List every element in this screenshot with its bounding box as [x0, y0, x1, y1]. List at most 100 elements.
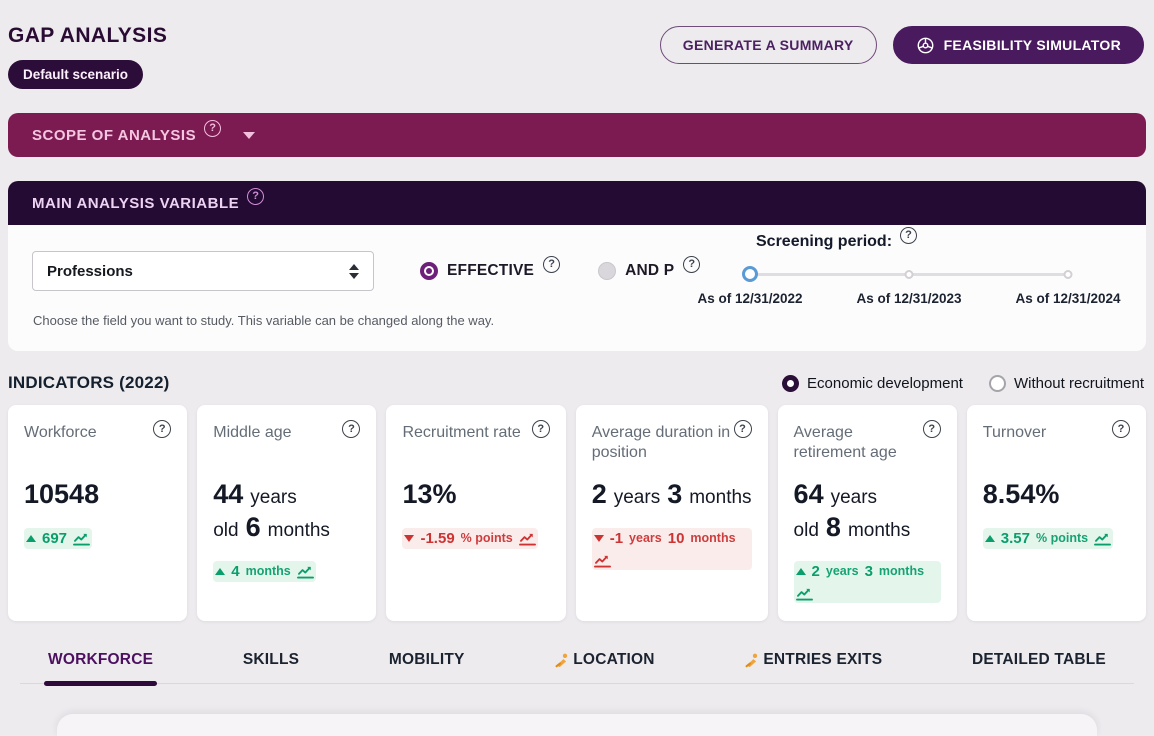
card-delta-part: 697 — [42, 529, 68, 547]
card-delta: -1.59 % points — [402, 527, 538, 549]
card-value: 13% — [402, 478, 549, 511]
indicator-card: Recruitment rate? 13% -1.59% points — [386, 405, 566, 621]
card-delta: 3.57 % points — [982, 527, 1114, 549]
card-delta-part: -1.59 — [420, 529, 455, 547]
indicator-cards: Workforce? 10548 697 Middle age? 44 years old… — [8, 405, 1147, 621]
card-value-part: months — [847, 519, 911, 541]
card-header: Middle age? — [213, 420, 361, 478]
card-delta-part: -1 — [609, 529, 624, 547]
top-actions: GENERATE A SUMMARY FEASIBILITY SIMULATOR — [659, 26, 1144, 64]
slider-stop[interactable] — [904, 270, 914, 279]
help-icon[interactable]: ? — [247, 187, 265, 205]
tab-label: LOCATION — [573, 651, 655, 668]
trend-chart-icon — [73, 531, 90, 546]
help-icon[interactable]: ? — [900, 226, 918, 244]
help-icon[interactable]: ? — [204, 119, 222, 137]
card-value-part: months — [267, 519, 330, 541]
trend-down-icon — [593, 534, 604, 542]
card-delta-part: months — [690, 531, 736, 546]
main-variable-header: MAIN ANALYSIS VARIABLE ? — [8, 181, 1146, 225]
title-block: GAP ANALYSIS Default scenario — [8, 24, 167, 89]
indicator-card: Turnover? 8.54% 3.57% points — [966, 405, 1147, 621]
card-value-part: 10548 — [24, 479, 100, 509]
feasibility-simulator-button[interactable]: FEASIBILITY SIMULATOR — [892, 26, 1144, 64]
help-icon[interactable]: ? — [153, 420, 172, 438]
radio-selected-icon — [420, 262, 438, 280]
page-title: GAP ANALYSIS — [8, 24, 168, 47]
help-icon[interactable]: ? — [543, 255, 561, 273]
tab-location[interactable]: LOCATION — [554, 651, 654, 683]
tab-skills[interactable]: SKILLS — [243, 651, 299, 683]
radio-unselected-icon — [598, 262, 617, 280]
help-icon[interactable]: ? — [531, 420, 550, 438]
card-value-part: 8.54% — [982, 479, 1060, 509]
card-delta-part: months — [878, 564, 925, 579]
radio-unselected-icon — [988, 374, 1006, 392]
screening-stop-label: As of 12/31/2022 — [697, 291, 803, 306]
tab-mobility[interactable]: MOBILITY — [389, 651, 465, 683]
mode-radio-without-recruitment[interactable]: Without recruitment — [988, 374, 1144, 392]
field-select[interactable]: Professions — [32, 251, 374, 291]
card-value-part: years — [613, 487, 661, 508]
card-header: Workforce? — [24, 420, 172, 478]
card-value-part: 13% — [402, 479, 457, 509]
main-variable-title: MAIN ANALYSIS VARIABLE — [32, 194, 240, 212]
variable-radio-label: AND P — [625, 262, 675, 279]
trend-up-icon — [795, 567, 806, 575]
tab-label: ENTRIES EXITS — [763, 651, 883, 668]
slider-thumb[interactable] — [742, 266, 758, 282]
screening-stop-label: As of 12/31/2023 — [856, 291, 962, 306]
card-value: 44 years old 6 months — [213, 478, 360, 544]
card-delta: 4 months — [213, 560, 316, 582]
help-icon[interactable]: ? — [1112, 420, 1131, 438]
chevron-down-icon — [243, 131, 256, 139]
help-icon[interactable]: ? — [733, 420, 752, 438]
card-delta-part: years — [629, 531, 662, 546]
screening-period-label: Screening period: — [756, 233, 893, 250]
variable-radio-group: EFFECTIVE? AND P? — [420, 251, 701, 291]
mode-radio-label: Without recruitment — [1013, 374, 1144, 392]
trend-chart-icon — [795, 586, 813, 601]
tab-entries-exits[interactable]: ENTRIES EXITS — [744, 651, 882, 683]
card-value-part: 6 — [245, 511, 261, 542]
screening-slider[interactable] — [742, 265, 1073, 283]
card-header: Turnover? — [982, 420, 1131, 478]
tab-detailed-table[interactable]: DETAILED TABLE — [972, 651, 1106, 683]
card-value: 2 years 3 months — [592, 478, 752, 511]
field-select-value: Professions — [47, 262, 133, 280]
variable-radio-and-p[interactable]: AND P? — [598, 255, 701, 280]
card-value-part: years old — [793, 487, 878, 541]
trend-chart-icon — [593, 553, 611, 568]
tab-workforce[interactable]: WORKFORCE — [43, 651, 158, 686]
card-title: Turnover — [982, 424, 1047, 441]
card-delta-part: 3 — [864, 562, 873, 580]
card-value: 64 years old 8 months — [794, 478, 941, 544]
indicators-mode-radios: Economic development Without recruitment — [782, 374, 1144, 392]
scenario-badge[interactable]: Default scenario — [8, 60, 144, 89]
slider-labels: As of 12/31/2022 As of 12/31/2023 As of 12… — [697, 291, 1120, 309]
slider-stop[interactable] — [1063, 270, 1073, 279]
card-title: Average duration in position — [591, 424, 731, 461]
scope-of-analysis-bar[interactable]: SCOPE OF ANALYSIS ? — [8, 113, 1146, 157]
indicator-card: Average retirement age? 64 years old 8 month… — [777, 405, 957, 621]
trend-down-icon — [404, 534, 415, 542]
indicators-title: INDICATORS (2022) — [8, 373, 170, 392]
card-title: Average retirement age — [793, 424, 897, 461]
help-icon[interactable]: ? — [922, 420, 941, 438]
card-value-part: years old — [213, 487, 297, 541]
generate-summary-button[interactable]: GENERATE A SUMMARY — [659, 26, 877, 64]
card-value-part: 64 — [793, 479, 824, 509]
indicator-card: Average duration in position? 2 years 3 mont… — [575, 405, 768, 621]
help-icon[interactable]: ? — [683, 255, 701, 273]
tab-label: SKILLS — [242, 651, 300, 668]
screening-stop-label: As of 12/31/2024 — [1015, 291, 1121, 306]
screening-period-block: Screening period: ? As of 12/31/2022 As o… — [692, 226, 1128, 309]
card-header: Recruitment rate? — [402, 420, 550, 478]
card-header: Average duration in position? — [592, 420, 752, 478]
variable-radio-effective[interactable]: EFFECTIVE? — [420, 255, 561, 280]
mode-radio-economic-development[interactable]: Economic development — [782, 374, 963, 392]
help-icon[interactable]: ? — [342, 420, 361, 438]
construction-icon — [744, 653, 761, 668]
tab-label: MOBILITY — [388, 651, 465, 668]
